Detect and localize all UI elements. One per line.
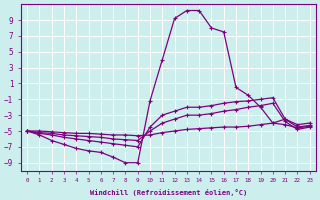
X-axis label: Windchill (Refroidissement éolien,°C): Windchill (Refroidissement éolien,°C) (90, 189, 247, 196)
